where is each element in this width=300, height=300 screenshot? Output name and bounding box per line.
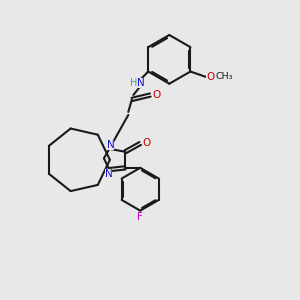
Text: CH₃: CH₃ bbox=[216, 72, 233, 81]
Text: O: O bbox=[152, 90, 160, 100]
Text: O: O bbox=[206, 72, 214, 82]
Text: N: N bbox=[106, 140, 114, 150]
Text: H: H bbox=[130, 77, 137, 88]
Text: F: F bbox=[137, 212, 143, 222]
Text: O: O bbox=[142, 139, 150, 148]
Text: N: N bbox=[137, 77, 145, 88]
Text: N: N bbox=[104, 169, 112, 179]
